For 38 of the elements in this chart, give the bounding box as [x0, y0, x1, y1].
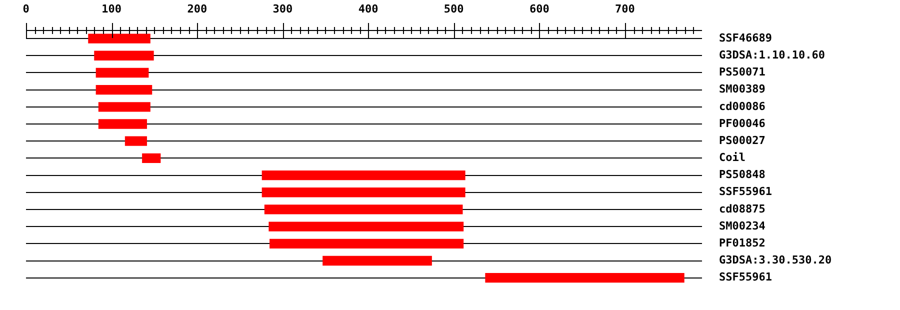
bar: [268, 222, 464, 232]
y-tick-label: SSF55961: [719, 185, 772, 198]
bar: [94, 50, 154, 60]
x-tick-label: 300: [272, 2, 293, 16]
bar: [98, 119, 147, 129]
x-tick-label: 0: [22, 2, 30, 16]
y-tick-label: PF01852: [719, 236, 766, 250]
bar: [270, 238, 464, 248]
x-tick-label: 700: [615, 2, 635, 16]
bar: [96, 84, 152, 95]
bar: [98, 102, 150, 112]
x-tick-label: 600: [529, 2, 550, 16]
bar: [262, 188, 466, 198]
x-tick-label: 200: [187, 2, 208, 16]
y-tick-label: PS50071: [719, 66, 766, 79]
y-tick-label: PS00027: [719, 134, 766, 147]
bar: [124, 136, 147, 146]
bar: [96, 68, 149, 78]
bar: [264, 204, 463, 214]
y-tick-label: PS50848: [719, 168, 766, 182]
x-tick-label: 500: [444, 2, 464, 16]
x-tick-label: 400: [358, 2, 378, 16]
bar: [485, 273, 684, 283]
y-tick-label: SSF46689: [719, 31, 772, 44]
y-tick-label: G3DSA:3.30.530.20: [719, 254, 832, 267]
y-tick-label: SSF55961: [719, 270, 772, 284]
y-tick-label: cd00086: [719, 100, 766, 113]
x-tick-label: 100: [102, 2, 122, 16]
y-tick-label: SM00389: [719, 82, 766, 96]
bar: [322, 256, 432, 266]
y-tick-label: Coil: [719, 151, 746, 164]
y-tick-label: PF00046: [719, 116, 766, 130]
y-tick-label: cd08875: [719, 202, 766, 216]
bar: [88, 34, 150, 44]
y-tick-label: G3DSA:1.10.10.60: [719, 48, 825, 62]
bar: [142, 153, 161, 164]
bar: [262, 170, 466, 180]
y-tick-label: SM00234: [719, 219, 766, 232]
